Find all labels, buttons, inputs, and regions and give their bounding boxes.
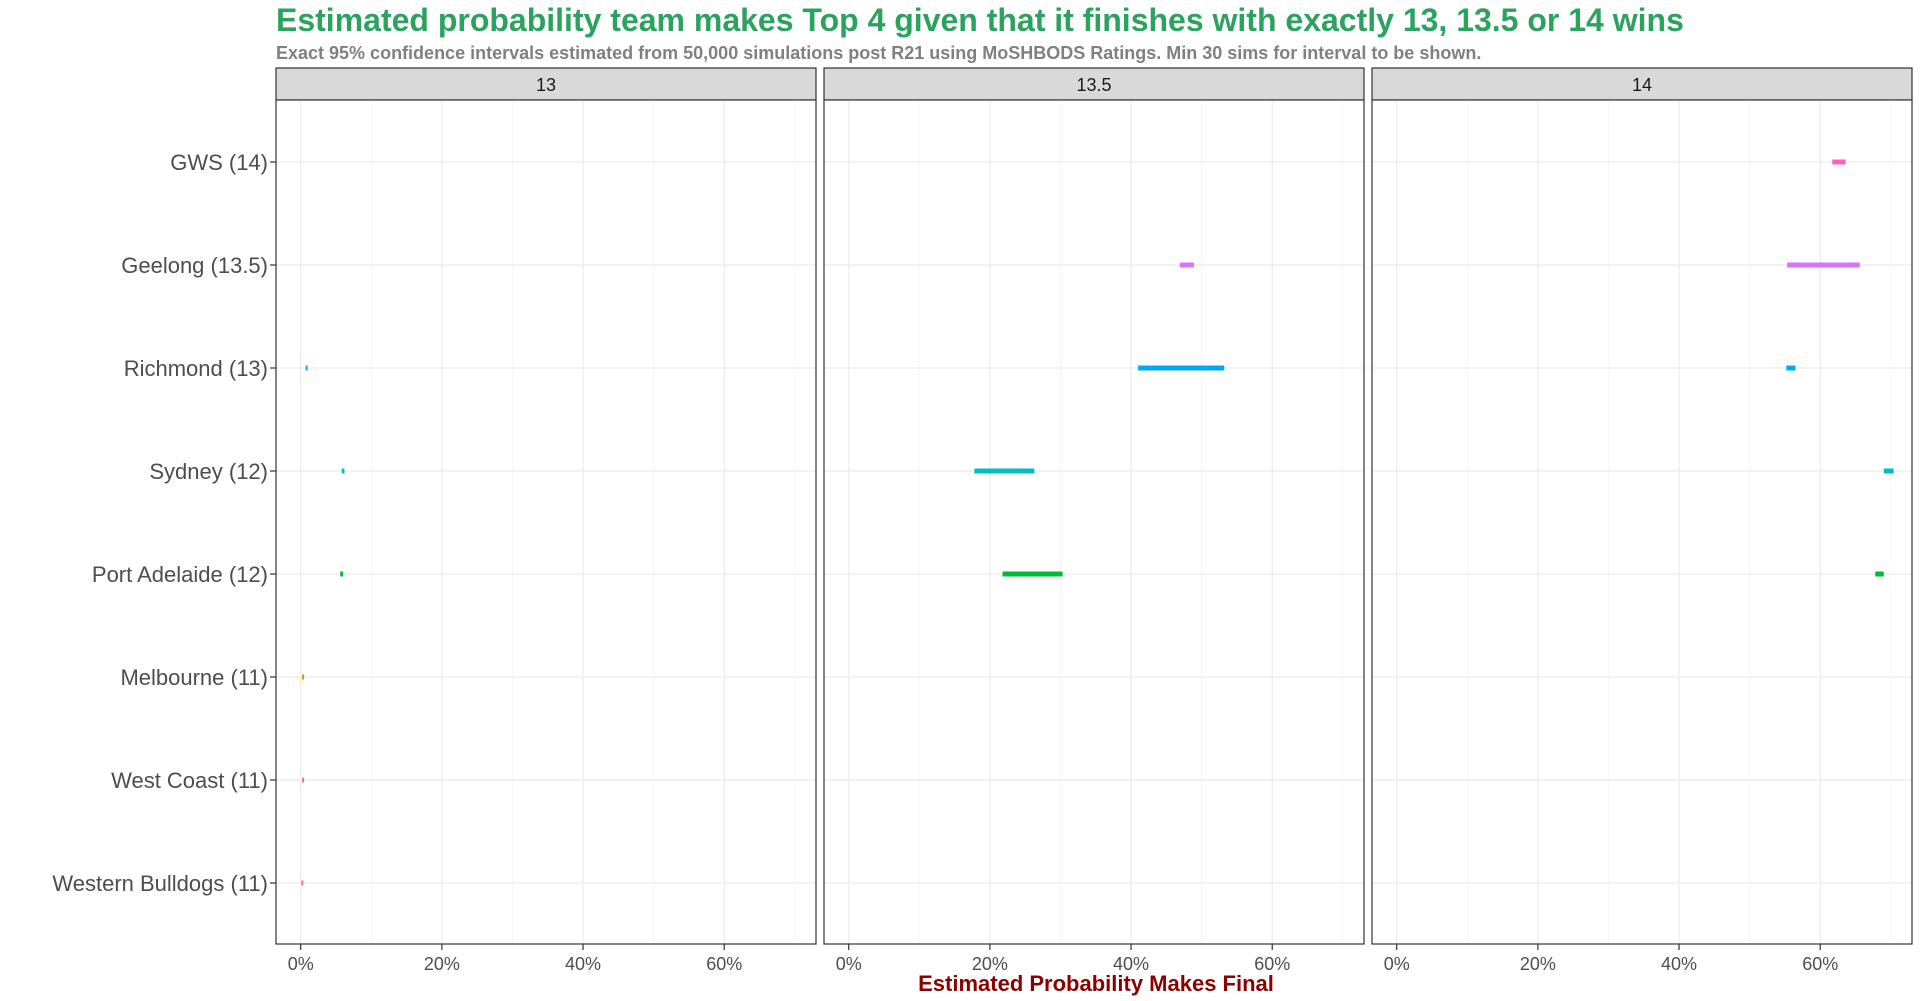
x-tick-label: 20% bbox=[424, 954, 460, 974]
panel-border bbox=[823, 99, 1365, 945]
x-tick-label: 20% bbox=[972, 954, 1008, 974]
panel-border bbox=[275, 99, 817, 945]
y-tick-label-western-bulldogs-11: Western Bulldogs (11) bbox=[52, 871, 268, 896]
x-tick-label: 40% bbox=[1661, 954, 1697, 974]
panel-background bbox=[276, 100, 816, 944]
x-tick-label: 60% bbox=[1802, 954, 1838, 974]
x-tick-label: 20% bbox=[1520, 954, 1556, 974]
panel-background bbox=[1372, 100, 1912, 944]
facet-strip bbox=[1371, 67, 1913, 101]
panel-border bbox=[1371, 99, 1913, 945]
x-tick-label: 60% bbox=[706, 954, 742, 974]
y-tick-label-port-adelaide-12: Port Adelaide (12) bbox=[92, 562, 268, 587]
x-tick-label: 60% bbox=[1254, 954, 1290, 974]
y-tick-label-gws-14: GWS (14) bbox=[170, 150, 268, 175]
y-tick-label-geelong-13-5: Geelong (13.5) bbox=[121, 253, 268, 278]
y-tick-label-west-coast-11: West Coast (11) bbox=[111, 768, 268, 793]
facet-panel-14: 14 0% 20% 40% 60% bbox=[1371, 67, 1913, 974]
facet-strip-label: 13.5 bbox=[1076, 75, 1111, 95]
chart-title: Estimated probability team makes Top 4 g… bbox=[276, 2, 1684, 38]
facet-strip-label: 13 bbox=[536, 75, 556, 95]
x-tick-label: 0% bbox=[288, 954, 314, 974]
facet-strip-label: 14 bbox=[1632, 75, 1652, 95]
facet-panel-13: 13 0% 20% 40% 60% bbox=[275, 67, 817, 974]
x-tick-label: 40% bbox=[565, 954, 601, 974]
y-axis: GWS (14) Geelong (13.5) Richmond (13) Sydne… bbox=[52, 150, 276, 896]
chart-subtitle: Exact 95% confidence intervals estimated… bbox=[276, 43, 1482, 63]
y-tick-label-sydney-12: Sydney (12) bbox=[149, 459, 268, 484]
panel-background bbox=[824, 100, 1364, 944]
facet-strip bbox=[823, 67, 1365, 101]
facet-panels: 13 0% 20% 40% 60% 13.5 0% 20% 40% 60% 14 0% 20% 40% 60… bbox=[275, 67, 1913, 974]
x-tick-label: 0% bbox=[836, 954, 862, 974]
x-tick-label: 0% bbox=[1384, 954, 1410, 974]
x-axis-label: Estimated Probability Makes Final bbox=[918, 971, 1274, 996]
y-tick-label-richmond-13: Richmond (13) bbox=[124, 356, 268, 381]
facet-strip bbox=[275, 67, 817, 101]
facet-panel-13-5: 13.5 0% 20% 40% 60% bbox=[823, 67, 1365, 974]
y-tick-label-melbourne-11: Melbourne (11) bbox=[120, 665, 268, 690]
x-tick-label: 40% bbox=[1113, 954, 1149, 974]
